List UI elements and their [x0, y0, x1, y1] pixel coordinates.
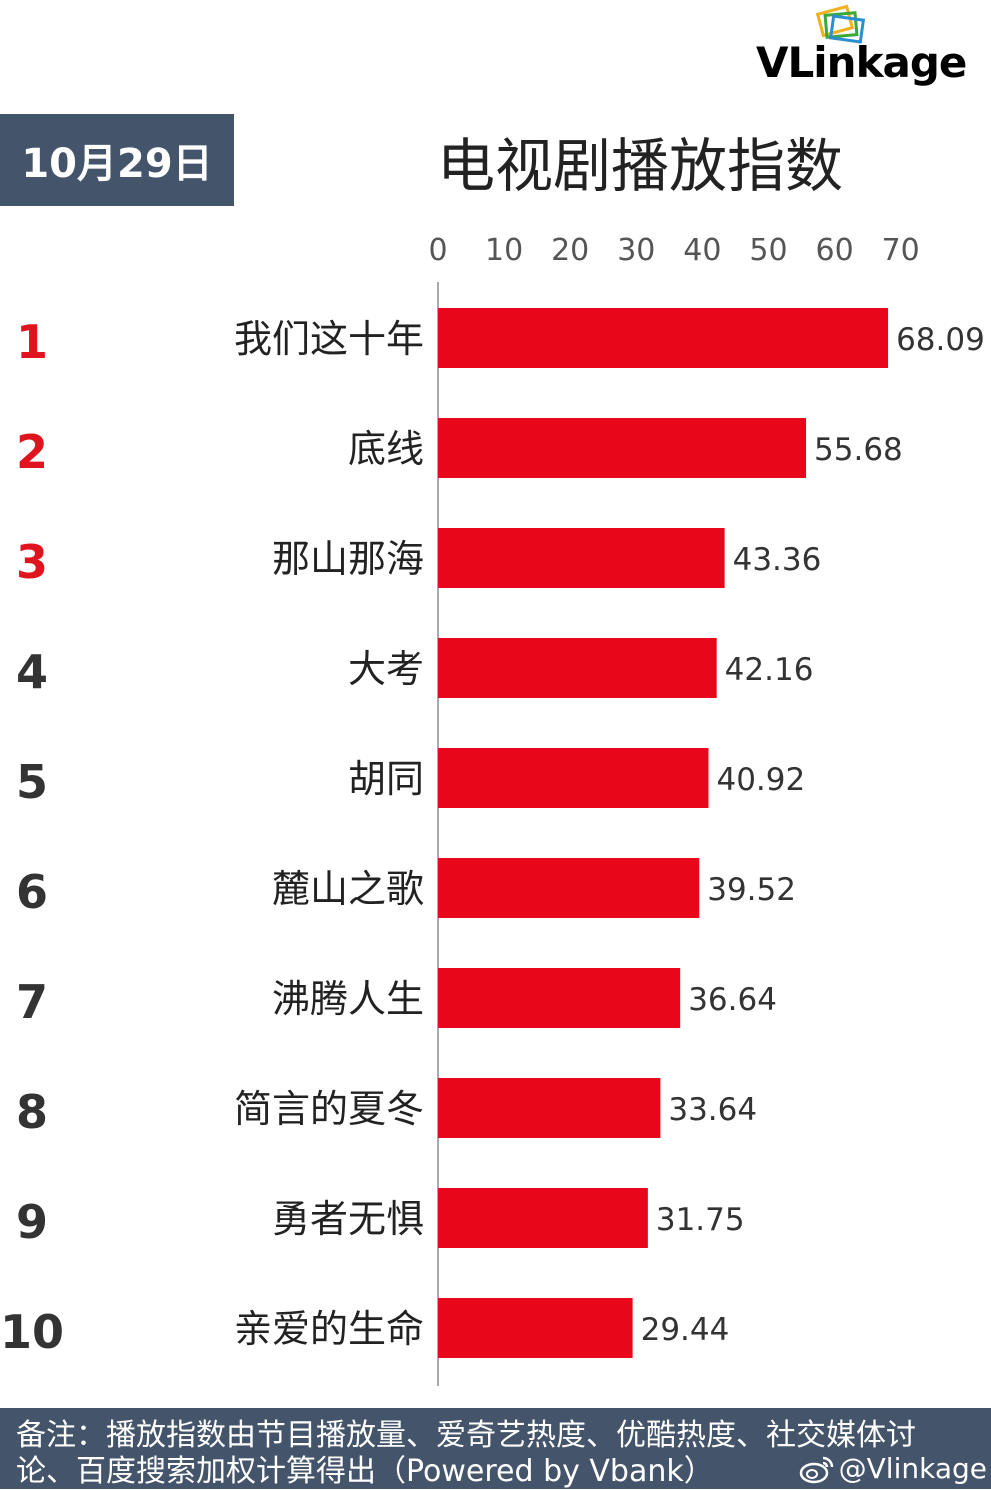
- weibo-handle: @Vlinkage: [799, 1452, 987, 1485]
- rank-number: 8: [16, 1085, 48, 1139]
- category-label: 沸腾人生: [272, 977, 424, 1021]
- bar: [438, 968, 681, 1028]
- x-tick-label: 20: [551, 233, 589, 268]
- bar: [438, 1078, 661, 1138]
- bar: [438, 308, 889, 368]
- bar: [438, 1298, 633, 1358]
- value-label: 31.75: [656, 1202, 745, 1238]
- category-label: 麓山之歌: [272, 867, 424, 911]
- category-label: 底线: [348, 427, 424, 471]
- value-label: 29.44: [641, 1312, 730, 1348]
- category-label: 亲爱的生命: [234, 1307, 424, 1351]
- bar-chart: 0 10 20 30 40 50 60 70 1 我们这十年 68.09 2 底线 55.68 3 那山那海 4…: [0, 233, 985, 1386]
- category-label: 那山那海: [272, 537, 424, 581]
- rank-number: 4: [16, 645, 48, 699]
- bar: [438, 858, 700, 918]
- value-label: 43.36: [733, 542, 822, 578]
- rank-number: 1: [16, 315, 48, 369]
- rank-number: 7: [16, 975, 48, 1029]
- footer-note: 备注：播放指数由节目播放量、爱奇艺热度、优酷热度、社交媒体讨论、百度搜索加权计算…: [16, 1418, 916, 1489]
- bar: [438, 1188, 648, 1248]
- rank-number: 9: [16, 1195, 48, 1249]
- bar: [438, 638, 717, 698]
- value-label: 55.68: [814, 432, 903, 468]
- rank-number: 10: [0, 1305, 64, 1359]
- x-tick-label: 30: [617, 233, 655, 268]
- x-tick-label: 40: [683, 233, 721, 268]
- value-label: 36.64: [688, 982, 777, 1018]
- value-label: 39.52: [707, 872, 796, 908]
- value-label: 68.09: [896, 322, 985, 358]
- logo-mark-icon: [815, 4, 866, 44]
- rank-number: 6: [16, 865, 48, 919]
- x-tick-label: 70: [882, 233, 920, 268]
- category-label: 勇者无惧: [272, 1197, 424, 1241]
- value-label: 42.16: [725, 652, 814, 688]
- bar: [438, 418, 807, 478]
- logo-text: VLinkage: [756, 38, 967, 87]
- rank-number: 3: [16, 535, 48, 589]
- x-tick-label: 0: [428, 233, 447, 268]
- date-label: 10月29日: [0, 114, 234, 206]
- rank-number: 2: [16, 425, 48, 479]
- x-tick-label: 50: [749, 233, 787, 268]
- weibo-handle-text: @Vlinkage: [838, 1452, 987, 1485]
- chart-title: 电视剧播放指数: [436, 132, 843, 200]
- category-label: 胡同: [348, 757, 424, 801]
- category-label: 大考: [348, 647, 424, 691]
- weibo-icon: [799, 1456, 833, 1483]
- bar: [438, 748, 709, 808]
- category-label: 简言的夏冬: [234, 1087, 424, 1131]
- footer: 备注：播放指数由节目播放量、爱奇艺热度、优酷热度、社交媒体讨论、百度搜索加权计算…: [0, 1408, 991, 1489]
- x-tick-label: 60: [816, 233, 854, 268]
- rank-number: 5: [16, 755, 48, 809]
- bar: [438, 528, 725, 588]
- vlinkage-logo: VLinkage: [756, 4, 988, 94]
- category-label: 我们这十年: [234, 317, 424, 361]
- value-label: 40.92: [716, 762, 805, 798]
- value-label: 33.64: [668, 1092, 757, 1128]
- x-tick-label: 10: [485, 233, 523, 268]
